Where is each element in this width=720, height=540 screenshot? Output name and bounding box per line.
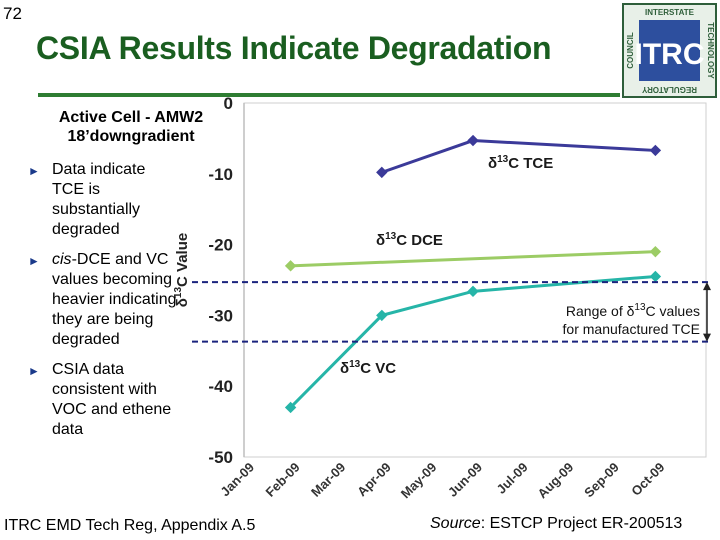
bullet-item: ► Data indicate TCE is substantially deg… [28,160,178,240]
data-point-tce [649,144,662,157]
data-point-vc [376,309,388,322]
data-point-vc [284,401,297,414]
data-point-dce [649,245,662,258]
itrc-logo-icon: ITRC INTERSTATE REGULATORY COUNCIL TECHN… [622,3,717,98]
bullet-arrow-icon: ► [28,364,40,378]
bullet-arrow-icon: ► [28,254,40,268]
x-tick-label: Jul-09 [494,460,531,497]
bullet-list: ► Data indicate TCE is substantially deg… [28,160,178,450]
series-line-vc [289,274,656,409]
logo-acronym: ITRC [635,38,705,71]
bullet-item: ► cis-DCE and VC values becoming heavier… [28,250,178,350]
x-tick-label: Jun-09 [445,460,485,500]
plot-area [243,102,707,458]
y-tick-label: -50 [208,448,233,467]
bullet-arrow-icon: ► [28,164,40,178]
y-tick-label: -10 [208,165,233,184]
title-rule [38,93,620,97]
range-label-line2: for manufactured TCE [563,321,700,337]
series-label-vc: δ13C VC [340,359,396,377]
x-tick-label: Mar-09 [308,460,348,500]
logo-word-bottom: REGULATORY [641,85,697,94]
data-point-tce [376,166,388,179]
cell-title-line1: Active Cell - AMW2 [58,109,204,126]
bullet-text: CSIA data consistent with VOC and ethene… [52,361,172,438]
y-tick-label: 0 [224,94,233,113]
x-tick-label: Sep-09 [581,460,622,501]
slide-number: 72 [3,4,22,23]
y-axis-label: δ13C Value [173,233,191,307]
series-label-tce: δ13C TCE [488,154,553,172]
y-tick-label: -20 [208,236,233,255]
footer-source-text: : ESTCP Project ER-200513 [480,515,683,532]
bullet-text: -DCE and VC values becoming heavier indi… [52,251,177,348]
bullet-item: ► CSIA data consistent with VOC and ethe… [28,360,178,440]
x-tick-label: Apr-09 [354,460,394,500]
data-point-tce [467,134,479,147]
data-point-vc [467,285,479,298]
bullet-text: Data indicate TCE is substantially degra… [52,161,146,238]
logo-word-top: INTERSTATE [645,8,695,17]
page-title: CSIA Results Indicate Degradation [36,30,552,66]
logo-word-right: TECHNOLOGY [706,22,715,79]
data-point-dce [284,260,297,272]
range-arrow-down-icon [703,333,711,342]
x-tick-label: Feb-09 [262,460,302,500]
cell-title-line2: 18’downgradient [67,128,195,145]
series-label-dce: δ13C DCE [376,231,443,249]
series-line-dce [290,250,656,268]
footer-source-label: Source [430,515,481,532]
range-arrow-up-icon [703,282,711,291]
x-tick-label: Oct-09 [628,460,667,499]
y-tick-label: -40 [208,377,233,396]
x-tick-label: Aug-09 [535,460,577,502]
footer-reference: ITRC EMD Tech Reg, Appendix A.5 [4,517,256,534]
cell-title: Active Cell - AMW2 18’downgradient [46,108,216,146]
logo-word-left: COUNCIL [626,32,635,69]
x-tick-label: May-09 [398,460,440,502]
range-label-line1: Range of δ13C values [566,302,700,319]
y-tick-label: -30 [208,306,233,325]
footer-source: Source: ESTCP Project ER-200513 [430,515,682,533]
bullet-italic-prefix: cis [52,251,72,268]
